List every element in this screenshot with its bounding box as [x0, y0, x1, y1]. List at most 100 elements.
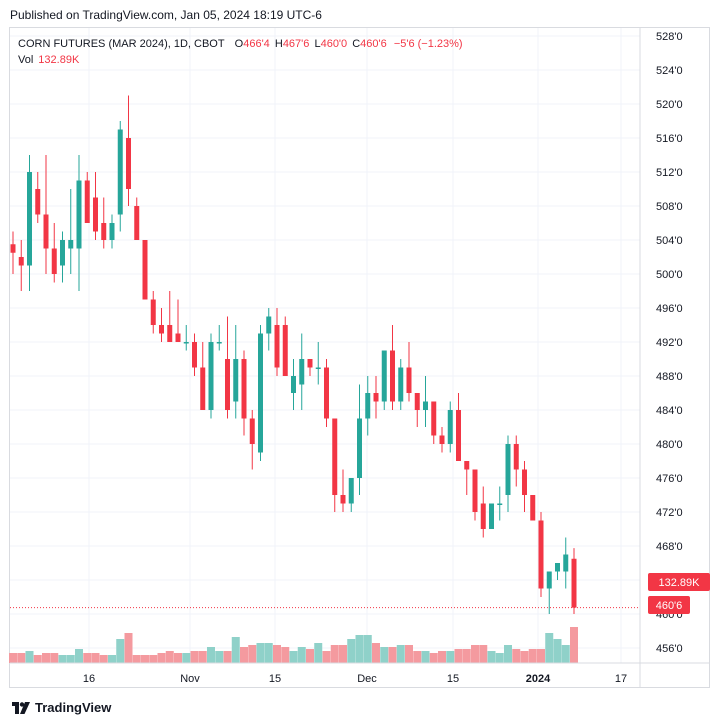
volume-bar	[537, 649, 545, 663]
candle-body[interactable]	[200, 367, 206, 411]
candle-body[interactable]	[117, 129, 123, 215]
candle-body[interactable]	[381, 350, 387, 402]
volume-bar	[66, 655, 75, 663]
price-tick-label: 492'0	[656, 337, 683, 349]
candle-body[interactable]	[150, 299, 156, 326]
chart-frame[interactable]	[9, 27, 710, 688]
volume-bar	[454, 649, 463, 663]
candle-body[interactable]	[241, 359, 247, 419]
candle-body[interactable]	[563, 554, 569, 572]
volume-bar	[462, 649, 471, 663]
candle-body[interactable]	[505, 444, 511, 495]
volume-bar	[322, 651, 331, 663]
candle-body[interactable]	[513, 444, 519, 470]
candle-body[interactable]	[555, 563, 560, 572]
candle-body[interactable]	[18, 257, 24, 266]
candle-body[interactable]	[489, 503, 494, 530]
candle-body[interactable]	[291, 376, 296, 393]
footer[interactable]: TradingView	[12, 700, 111, 715]
candle-body[interactable]	[357, 418, 362, 479]
candle-body[interactable]	[373, 393, 379, 402]
volume-bar	[396, 645, 405, 663]
candle-body[interactable]	[225, 359, 230, 410]
volume-bar	[108, 655, 116, 663]
candle-body[interactable]	[233, 359, 239, 402]
candle-body[interactable]	[522, 469, 527, 496]
volume-bar	[438, 651, 446, 663]
candle-body[interactable]	[84, 180, 90, 224]
volume-bar	[165, 651, 174, 663]
candle-body[interactable]	[216, 342, 222, 344]
legend-ohlc-row: CORN FUTURES (MAR 2024), 1D, CBOT O466'4…	[18, 36, 463, 52]
candle-body[interactable]	[340, 495, 346, 504]
candle-body[interactable]	[43, 214, 49, 249]
candle-body[interactable]	[439, 435, 445, 445]
candle-body[interactable]	[266, 316, 272, 334]
candle-body[interactable]	[249, 418, 255, 445]
candle-body[interactable]	[414, 393, 420, 410]
candle-body[interactable]	[175, 333, 181, 343]
volume-bar	[330, 645, 339, 663]
candle-body[interactable]	[406, 367, 412, 394]
candle-body[interactable]	[192, 342, 197, 368]
volume-bar	[124, 633, 133, 663]
candle-body[interactable]	[390, 350, 395, 402]
candle-body[interactable]	[167, 325, 173, 342]
candle-body[interactable]	[183, 342, 189, 344]
price-tick-label: 504'0	[656, 235, 683, 247]
candle-body[interactable]	[571, 558, 577, 608]
candle-body[interactable]	[93, 197, 98, 232]
candle-body[interactable]	[134, 206, 140, 240]
candle-body[interactable]	[398, 367, 404, 402]
volume-bar	[429, 653, 438, 663]
candle-body[interactable]	[126, 138, 131, 189]
candle-body[interactable]	[423, 401, 428, 411]
candle-body[interactable]	[315, 367, 321, 370]
candle-body[interactable]	[109, 223, 115, 240]
candle-body[interactable]	[456, 410, 461, 461]
candle-body[interactable]	[282, 325, 288, 376]
price-tick-label: 484'0	[656, 405, 683, 417]
volume-bar	[273, 645, 281, 663]
candle-body[interactable]	[464, 461, 470, 470]
candle-body[interactable]	[142, 240, 148, 300]
tradingview-logo-icon	[12, 701, 30, 714]
volume-bar	[495, 653, 504, 663]
candle-body[interactable]	[447, 410, 453, 444]
volume-bar	[405, 645, 413, 663]
candle-body[interactable]	[480, 503, 486, 530]
candle-body[interactable]	[307, 359, 313, 368]
candle-body[interactable]	[101, 223, 107, 240]
candle-body[interactable]	[546, 571, 552, 589]
candle-body[interactable]	[35, 189, 41, 215]
candle-body[interactable]	[51, 248, 57, 275]
volume-bar	[256, 643, 265, 663]
volume-bar	[553, 639, 562, 663]
candle-body[interactable]	[530, 495, 536, 521]
price-tick-label: 520'0	[656, 99, 683, 111]
candle-body[interactable]	[76, 180, 82, 249]
candle-body[interactable]	[324, 367, 329, 419]
candle-body[interactable]	[299, 359, 305, 385]
candle-body[interactable]	[10, 244, 16, 253]
candle-body[interactable]	[27, 172, 32, 266]
volume-bar	[132, 655, 141, 663]
candle-body[interactable]	[472, 469, 478, 513]
candle-body[interactable]	[159, 325, 164, 334]
candle-body[interactable]	[497, 503, 503, 506]
candle-body[interactable]	[538, 520, 544, 589]
volume-badge	[648, 573, 710, 591]
volume-bar	[83, 653, 92, 663]
price-tick-label: 472'0	[656, 507, 683, 519]
candle-body[interactable]	[431, 401, 437, 436]
candle-body[interactable]	[68, 240, 74, 249]
candle-body[interactable]	[208, 342, 214, 410]
candle-body[interactable]	[258, 333, 263, 453]
candle-body[interactable]	[274, 325, 280, 368]
candle-body[interactable]	[60, 240, 65, 266]
candle-body[interactable]	[365, 393, 371, 419]
volume-bar	[421, 651, 430, 663]
candle-body[interactable]	[348, 478, 354, 504]
candle-body[interactable]	[332, 418, 338, 496]
